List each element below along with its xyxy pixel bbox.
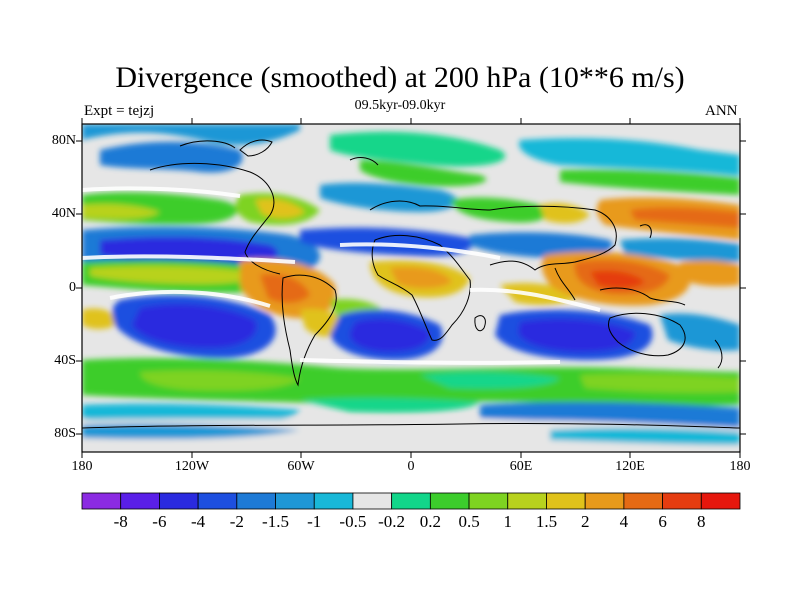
colorbar-tick-label: 4 xyxy=(619,512,629,531)
lat-label-eq: 0 xyxy=(69,280,76,295)
colorbar-tick-label: 8 xyxy=(697,512,706,531)
colorbar-tick-label: 1.5 xyxy=(535,512,558,531)
time-range-label: 09.5kyr-09.0kyr xyxy=(354,98,446,113)
lon-label-60e: 60E xyxy=(509,459,533,474)
colorbar-box xyxy=(120,492,160,510)
colorbar-tick-label: 1 xyxy=(503,512,513,531)
colorbar-tick-label: -2 xyxy=(229,512,244,531)
colorbar-tick-label: 0.5 xyxy=(458,512,480,531)
colorbar-box xyxy=(313,492,354,510)
colorbar-box xyxy=(700,492,741,510)
coastlines xyxy=(82,139,740,429)
colorbar-tick-label: -0.5 xyxy=(339,512,367,531)
colorbar-box xyxy=(352,492,393,510)
colorbar-tick-label: 6 xyxy=(658,512,667,531)
colorbar-tick-label: 2 xyxy=(580,512,590,531)
lat-label-80n: 80N xyxy=(51,133,76,148)
lon-label-0: 0 xyxy=(407,459,415,474)
colorbar-box xyxy=(236,492,276,510)
lon-label-60w: 60W xyxy=(287,459,315,474)
colorbar-box xyxy=(429,492,470,510)
colorbar-box xyxy=(584,492,625,510)
colorbar-box xyxy=(275,492,315,510)
colorbar-box xyxy=(391,492,431,510)
colorbar-box xyxy=(197,492,238,510)
colorbar-box xyxy=(623,492,663,510)
colorbar-tick-label: -1 xyxy=(307,512,322,531)
colorbar-tick-label: -6 xyxy=(152,512,167,531)
colorbar-box xyxy=(468,492,509,510)
colorbar-tick-label: -1.5 xyxy=(262,512,289,531)
divergence-field xyxy=(82,124,740,452)
colorbar xyxy=(81,492,741,510)
lat-label-80s: 80S xyxy=(54,426,76,441)
lon-label-180e: 180 xyxy=(729,459,751,474)
colorbar-box xyxy=(159,492,199,510)
colorbar-box xyxy=(546,492,586,510)
colorbar-box xyxy=(507,492,547,510)
plot-title: Divergence (smoothed) at 200 hPa (10**6 … xyxy=(115,61,685,94)
lon-label-120e: 120E xyxy=(615,459,645,474)
axis-ticks xyxy=(76,118,746,458)
colorbar-box xyxy=(662,492,702,510)
lat-label-40n: 40N xyxy=(51,206,76,221)
lon-label-120w: 120W xyxy=(174,459,210,474)
lon-label-180w: 180 xyxy=(71,459,93,474)
experiment-label: Expt = tejzj xyxy=(84,103,155,119)
colorbar-tick-label: -4 xyxy=(191,512,206,531)
colorbar-tick-label: 0.2 xyxy=(419,512,442,531)
season-label: ANN xyxy=(705,103,738,119)
colorbar-tick-label: -8 xyxy=(113,512,128,531)
colorbar-box xyxy=(81,492,122,510)
lat-label-40s: 40S xyxy=(54,353,76,368)
colorbar-tick-label: -0.2 xyxy=(378,512,406,531)
